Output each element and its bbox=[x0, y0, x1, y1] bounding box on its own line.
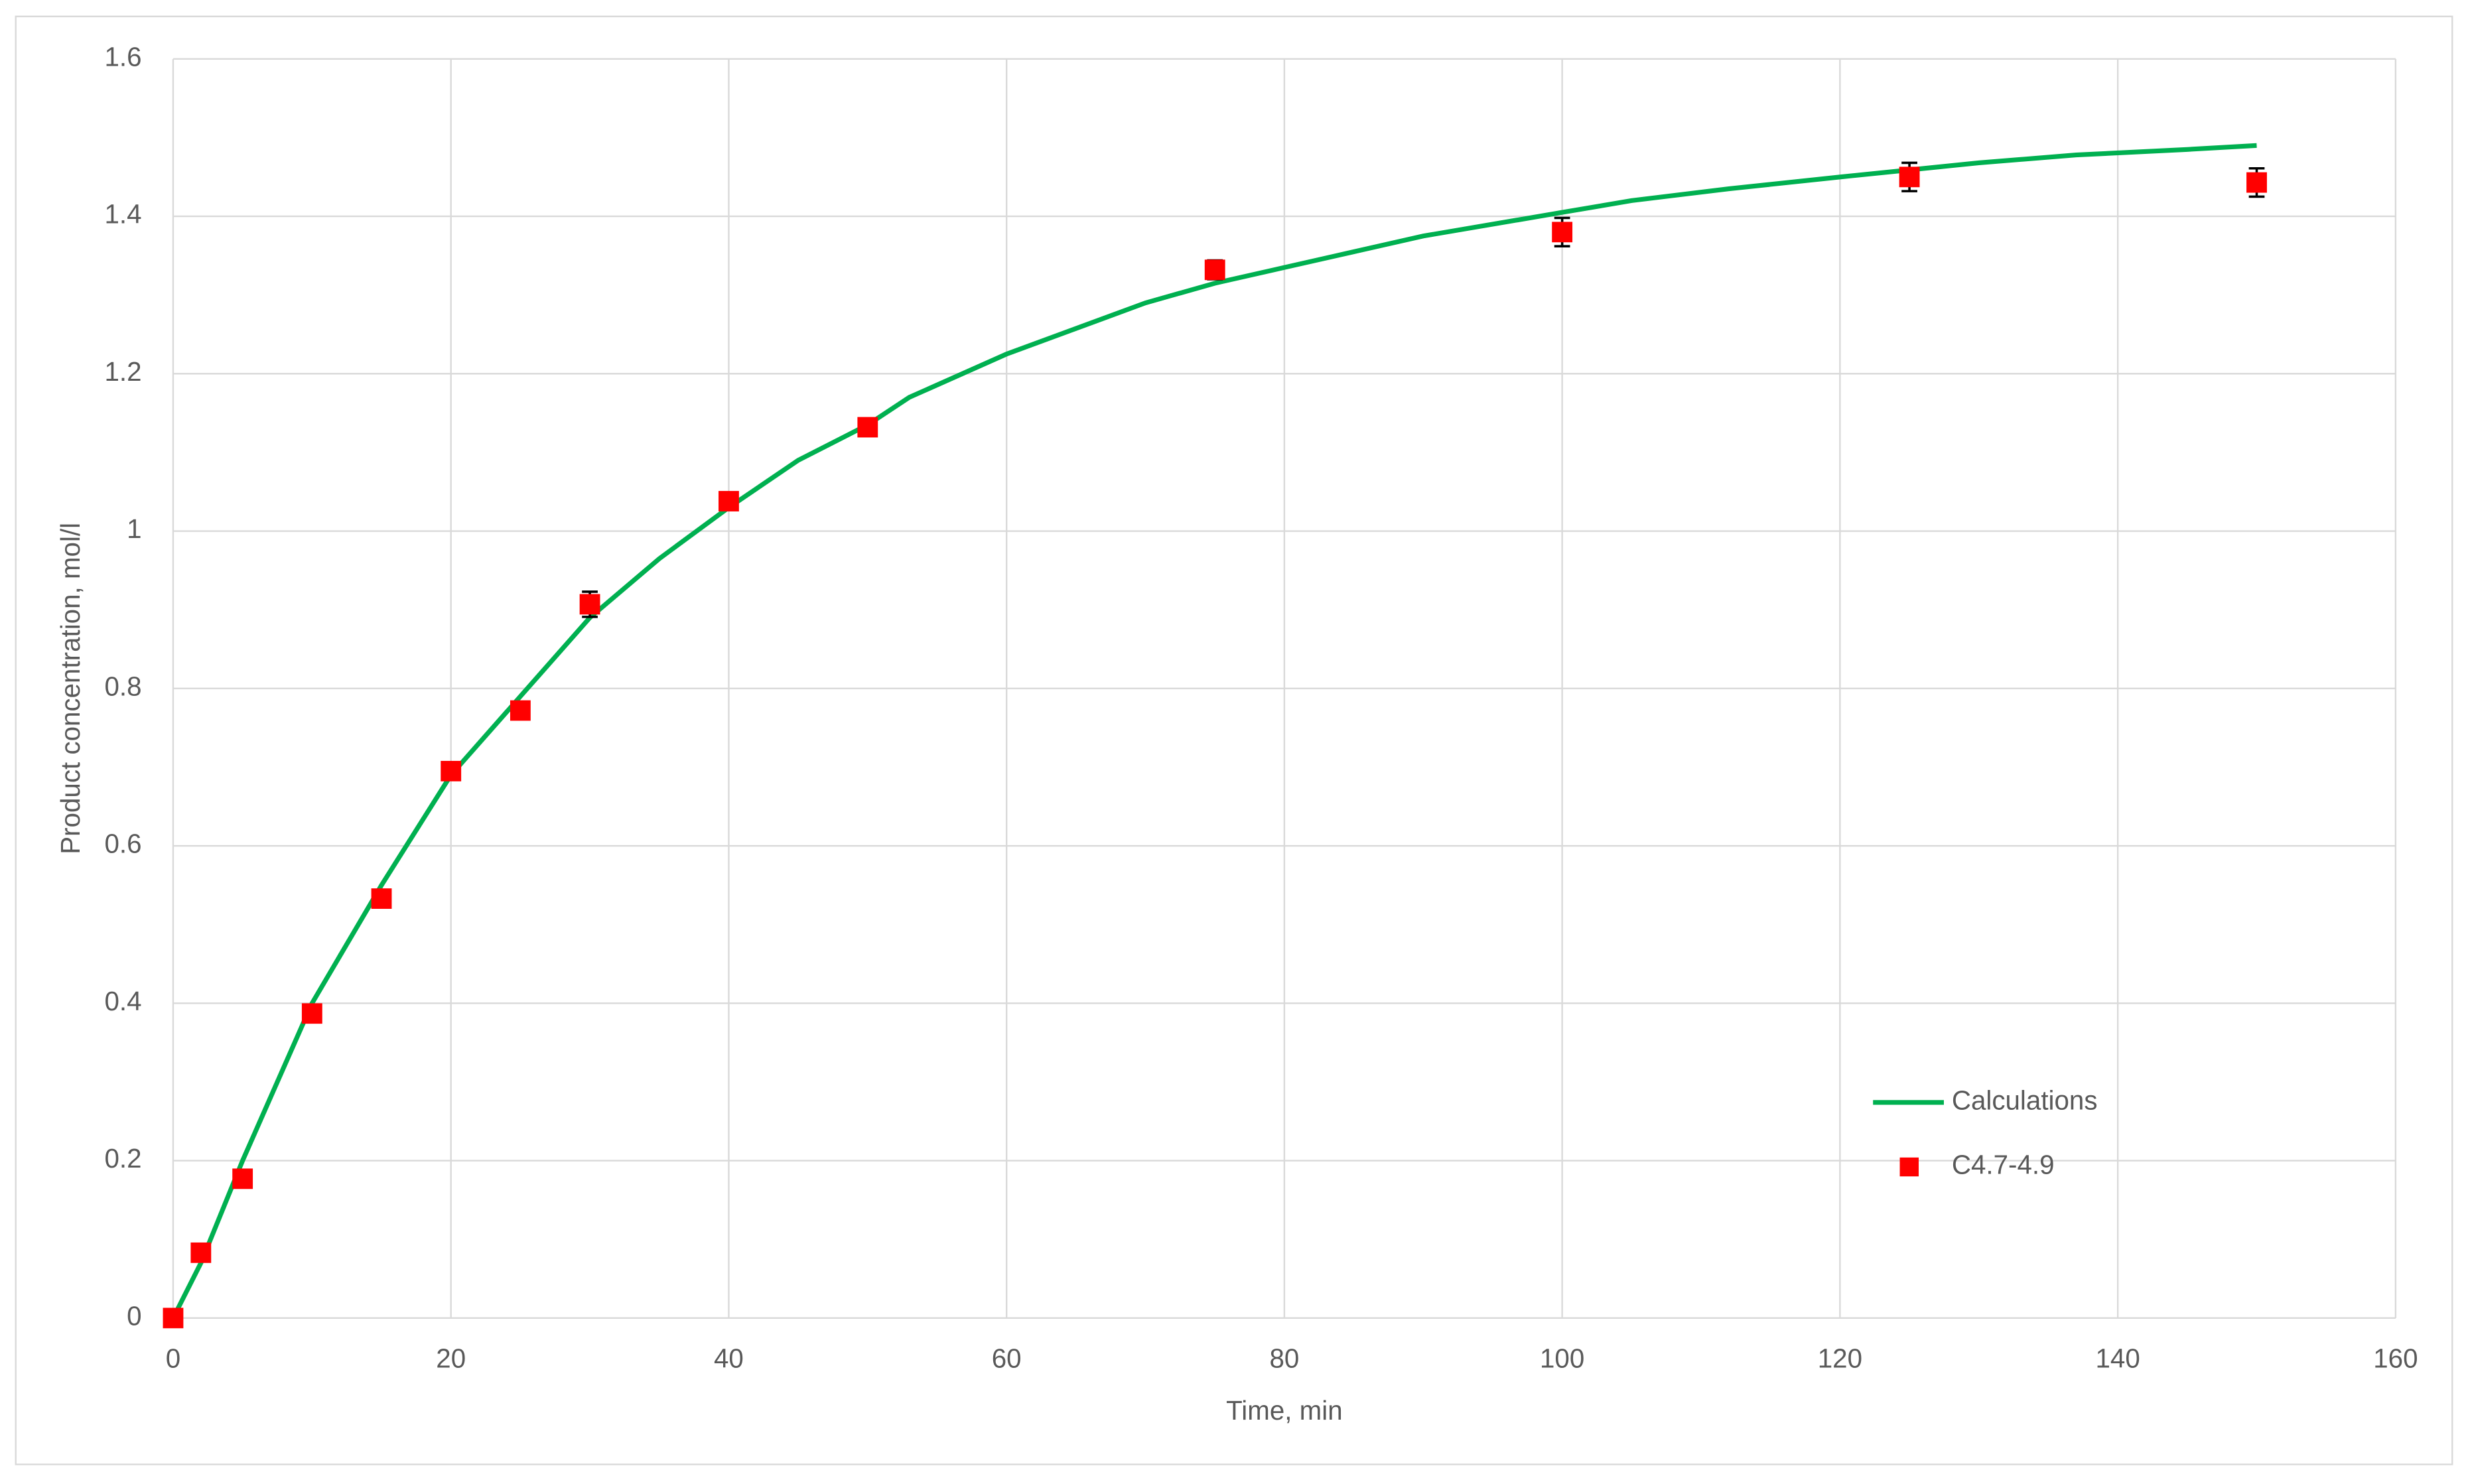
point bbox=[579, 594, 600, 615]
y-tick-label: 1.2 bbox=[104, 356, 141, 387]
y-tick-label: 1 bbox=[127, 513, 141, 544]
point bbox=[1552, 222, 1573, 243]
y-tick-label: 0.6 bbox=[104, 829, 141, 859]
y-axis-label: Product concentration, mol/l bbox=[55, 523, 86, 854]
chart-area bbox=[15, 15, 2453, 1465]
point bbox=[857, 417, 878, 438]
point bbox=[2246, 172, 2267, 193]
point bbox=[1204, 259, 1225, 281]
y-tick-label: 1.6 bbox=[104, 42, 141, 72]
x-tick-label: 20 bbox=[436, 1343, 466, 1374]
point bbox=[1899, 167, 1920, 188]
x-tick-label: 60 bbox=[992, 1343, 1022, 1374]
legend-label: C4.7-4.9 bbox=[1952, 1150, 2055, 1180]
x-tick-label: 160 bbox=[2373, 1343, 2418, 1374]
point bbox=[232, 1168, 253, 1189]
x-axis-label: Time, min bbox=[1226, 1395, 1343, 1426]
point bbox=[510, 700, 531, 721]
y-tick-label: 0.4 bbox=[104, 986, 141, 1016]
point bbox=[441, 760, 462, 781]
point bbox=[719, 491, 739, 511]
point bbox=[163, 1308, 184, 1329]
x-tick-label: 80 bbox=[1269, 1343, 1299, 1374]
point bbox=[371, 888, 392, 909]
legend-swatch bbox=[1899, 1157, 1919, 1177]
y-tick-label: 0.2 bbox=[104, 1143, 141, 1174]
y-tick-label: 0.8 bbox=[104, 671, 141, 701]
x-tick-label: 40 bbox=[714, 1343, 744, 1374]
line bbox=[171, 143, 2257, 1319]
point bbox=[301, 1003, 322, 1024]
x-tick-label: 120 bbox=[1818, 1343, 1862, 1374]
legend-label: Calculations bbox=[1952, 1085, 2098, 1115]
y-tick-label: 0 bbox=[127, 1300, 141, 1331]
x-tick-label: 0 bbox=[166, 1343, 180, 1374]
y-tick-label: 1.4 bbox=[104, 199, 141, 230]
x-tick-label: 100 bbox=[1540, 1343, 1584, 1374]
point bbox=[190, 1242, 212, 1263]
x-tick-label: 140 bbox=[2095, 1343, 2140, 1374]
